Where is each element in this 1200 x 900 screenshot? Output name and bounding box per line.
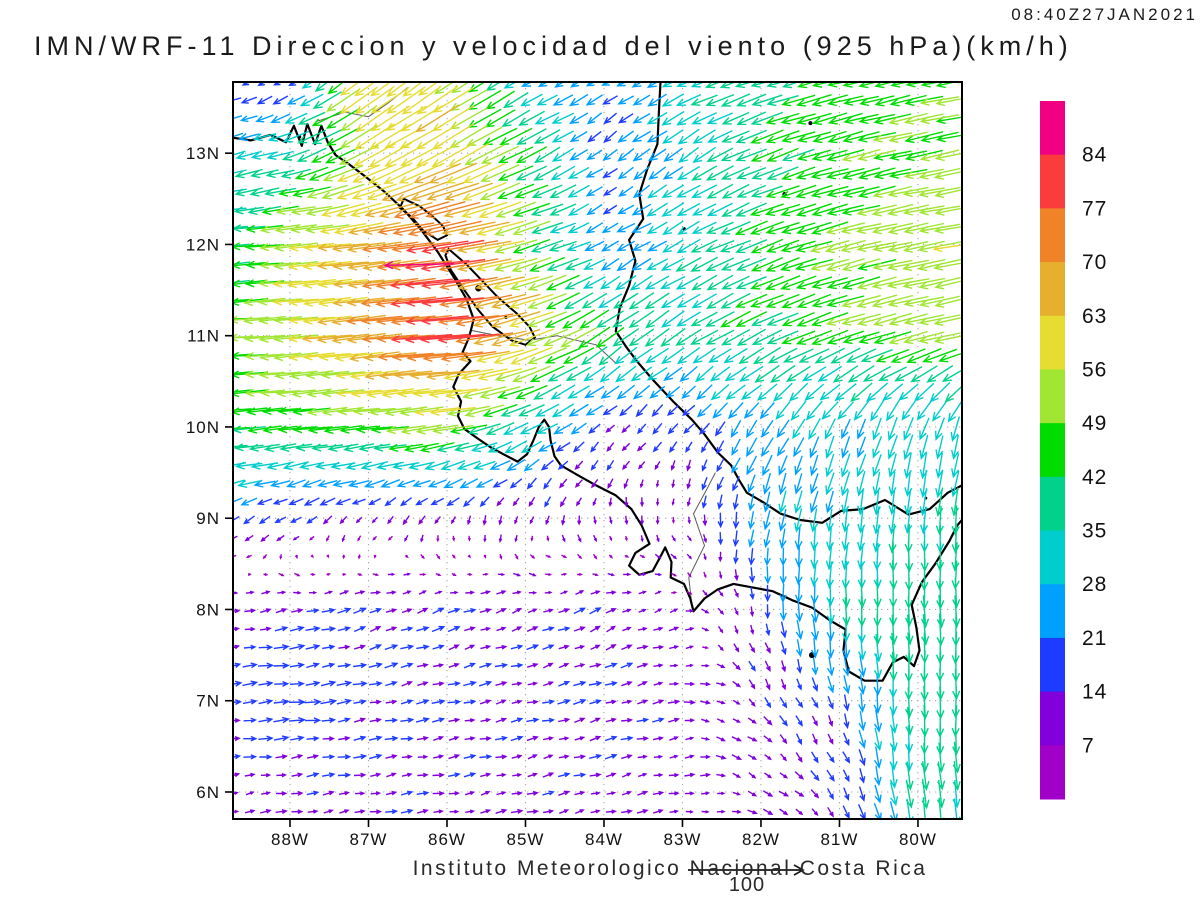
y-tick-label: 9N (196, 509, 220, 528)
y-tick-label: 7N (196, 692, 220, 711)
wind-arrows (345, 201, 514, 363)
wind-arrows (234, 83, 898, 818)
colorbar-label: 42 (1082, 466, 1107, 489)
reference-arrow (688, 864, 805, 876)
border-costa-rica-panama (688, 472, 716, 606)
lake-managua (398, 197, 449, 242)
colorbar-segment (1040, 101, 1065, 156)
colorbar-label: 7 (1082, 734, 1095, 757)
colorbar-label: 70 (1082, 251, 1107, 274)
wind-arrows (383, 260, 454, 270)
colorbar-label: 56 (1082, 358, 1107, 381)
y-tick-label: 8N (196, 600, 220, 619)
y-tick-label: 11N (187, 327, 220, 346)
colorbar-segment (1040, 154, 1065, 209)
axes: 88W 87W 86W 85W 84W 83W 82W 81W 80W 13N 12N 11N 10N 9… (186, 144, 937, 849)
x-tick-label: 81W (820, 830, 858, 849)
wind-arrows (234, 83, 961, 435)
colorbar-segment (1040, 530, 1065, 585)
valid-timestamp: 08:40Z27JAN2021 (1011, 5, 1198, 24)
colorbar-label: 35 (1082, 520, 1107, 543)
colorbar-segment (1040, 476, 1065, 532)
x-tick-label: 88W (271, 830, 309, 849)
map-frame (232, 81, 963, 820)
wind-arrows (234, 83, 866, 818)
x-tick-label: 83W (663, 830, 701, 849)
institution-caption: Instituto Meteorologico Nacional Costa R… (412, 857, 928, 880)
y-tick-label: 13N (186, 144, 220, 163)
colorbar-label: 77 (1082, 197, 1107, 220)
colorbar-label: 21 (1082, 627, 1107, 650)
reference-arrow-label: 100 (728, 874, 766, 896)
colorbar-label: 84 (1082, 144, 1107, 167)
colorbar-segment (1040, 208, 1065, 263)
x-tick-label: 85W (506, 830, 544, 849)
y-tick-label: 12N (186, 235, 220, 254)
colorbar-label: 49 (1082, 412, 1107, 435)
colorbar: 84 77 70 63 56 49 42 35 28 21 14 7 (1040, 101, 1107, 800)
wind-arrows (234, 517, 709, 650)
wind-arrows (234, 424, 834, 818)
wind-vector-field (234, 83, 961, 818)
colorbar-segment (1040, 262, 1065, 317)
colorbar-segment (1040, 315, 1065, 370)
page-title: IMN/WRF-11 Direccion y velocidad del vie… (34, 31, 1073, 61)
colorbar-label: 14 (1082, 681, 1107, 704)
graticule (233, 82, 962, 819)
colorbar-segment (1040, 584, 1065, 639)
colorbar-label: 28 (1082, 573, 1107, 596)
y-tick-label: 6N (196, 783, 220, 802)
x-tick-label: 84W (585, 830, 623, 849)
x-tick-label: 86W (428, 830, 466, 849)
wind-arrows (234, 83, 961, 818)
x-tick-label: 87W (350, 830, 388, 849)
wind-arrows (272, 83, 961, 416)
x-tick-label: 80W (899, 830, 937, 849)
colorbar-label: 63 (1082, 305, 1107, 328)
wind-arrows (234, 83, 961, 818)
colorbar-segment (1040, 691, 1065, 746)
colorbar-segment (1040, 423, 1065, 478)
providencia-island (808, 121, 813, 126)
colorbar-segment (1040, 369, 1065, 424)
colorbar-segment (1040, 745, 1065, 800)
x-tick-label: 82W (742, 830, 780, 849)
colorbar-segment (1040, 637, 1065, 693)
wind-arrows (234, 83, 961, 453)
wind-arrows (301, 104, 541, 381)
y-tick-label: 10N (186, 418, 220, 437)
lake-nicaragua (444, 247, 537, 346)
